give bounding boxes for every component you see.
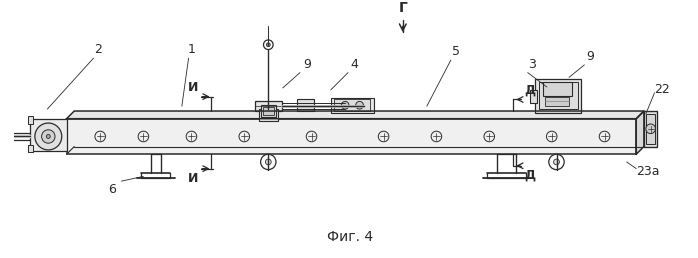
Circle shape [306, 131, 317, 142]
Bar [535, 79, 581, 113]
Circle shape [600, 131, 610, 142]
Polygon shape [637, 111, 644, 154]
Bar [543, 82, 572, 96]
Text: 4: 4 [351, 58, 359, 71]
Text: Д: Д [524, 169, 535, 182]
Circle shape [484, 131, 495, 142]
Circle shape [341, 101, 349, 109]
Bar [540, 82, 578, 109]
Circle shape [42, 130, 55, 143]
Circle shape [186, 131, 197, 142]
Polygon shape [66, 111, 644, 119]
Text: 9: 9 [586, 50, 594, 63]
Bar [260, 105, 276, 117]
Circle shape [35, 123, 61, 150]
Circle shape [431, 131, 442, 142]
Bar [334, 100, 370, 111]
Circle shape [239, 131, 250, 142]
Text: 3: 3 [528, 58, 537, 71]
Bar [259, 109, 278, 121]
Text: И: И [188, 81, 198, 94]
Text: И: И [188, 172, 198, 184]
Text: 9: 9 [303, 58, 311, 71]
Text: 22: 22 [655, 83, 670, 96]
Circle shape [95, 131, 105, 142]
Circle shape [554, 159, 559, 165]
Text: 1: 1 [188, 43, 195, 56]
Circle shape [138, 131, 149, 142]
Bar [297, 100, 314, 111]
Circle shape [549, 154, 564, 170]
Bar [646, 114, 655, 144]
Circle shape [260, 154, 276, 170]
Circle shape [356, 101, 364, 109]
Bar [644, 111, 658, 147]
Bar [28, 145, 33, 152]
Text: 2: 2 [94, 43, 102, 56]
Text: Г: Г [399, 1, 407, 15]
Circle shape [264, 40, 273, 50]
Text: 6: 6 [107, 183, 116, 196]
Circle shape [378, 131, 389, 142]
Bar [262, 107, 274, 115]
Text: Фиг. 4: Фиг. 4 [327, 230, 373, 244]
Bar [30, 119, 66, 151]
Circle shape [46, 135, 50, 138]
Bar [28, 116, 33, 124]
Circle shape [267, 43, 270, 47]
Bar [0, 132, 4, 141]
Text: 5: 5 [452, 45, 460, 58]
Circle shape [646, 124, 655, 134]
Bar [545, 96, 569, 106]
Bar [331, 98, 374, 113]
Bar [530, 90, 537, 103]
Text: Д: Д [524, 84, 535, 96]
Bar [255, 101, 282, 111]
Circle shape [547, 131, 557, 142]
Circle shape [265, 159, 272, 165]
Text: 23а: 23а [637, 165, 660, 178]
Bar [66, 119, 637, 154]
